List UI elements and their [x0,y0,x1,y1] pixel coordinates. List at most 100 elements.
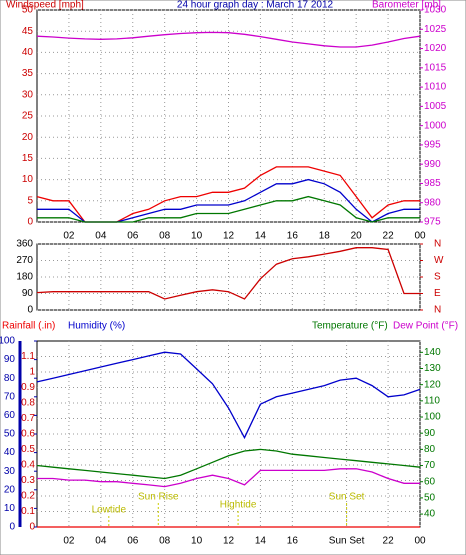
y2-tick-label: 120 [424,379,441,390]
y-tick-label: 10 [22,174,34,185]
y3-tick-label: 90 [4,354,16,365]
y2-tick-label: 80 [424,444,436,455]
y-tick-label: 5 [27,195,33,206]
y-tick-label: 0.5 [21,444,35,455]
x-tick-label: 08 [159,231,171,242]
y3-tick-label: 60 [4,410,16,421]
x-tick-label: 20 [351,231,363,242]
y-tick-label: 40 [22,47,34,58]
annotation: Hightide [220,500,257,511]
y-tick-label: 35 [22,68,34,79]
y-tick-label: 0.1 [21,506,35,517]
y2-tick-label: 50 [424,493,436,504]
y2-tick-label: 90 [424,428,436,439]
y2-tick-label: 110 [424,395,440,406]
y2-tick-label: N [434,305,441,316]
series-name: Dew Point (°F) [393,321,458,332]
y-tick-label: 15 [22,153,34,164]
y3-tick-label: 70 [4,391,16,402]
y-tick-label: 0 [27,305,33,316]
y2-tick-label: E [434,288,441,299]
y3-tick-label: 50 [4,429,16,440]
x-tick-label: 00 [414,231,426,242]
y3-tick-label: 20 [4,484,16,495]
y2-tick-label: 1010 [424,82,447,93]
series-line [36,448,421,480]
y2-tick-label: 130 [424,363,441,374]
y2-tick-label: 1000 [424,120,447,131]
y2-tick-label: 60 [424,476,436,487]
x-tick-label: 02 [63,231,75,242]
x-tick-label: 10 [191,536,203,547]
y3-tick-label: 100 [0,336,15,347]
x-tick-label: 00 [414,536,426,547]
y2-tick-label: 990 [424,159,441,170]
x-tick-label: 16 [287,536,299,547]
x-tick-label: 02 [63,536,75,547]
y2-tick-label: 1025 [424,24,447,35]
y3-tick-label: 80 [4,373,16,384]
x-tick-label: 12 [223,536,235,547]
y2-tick-label: 40 [424,509,436,520]
y-tick-label: 1 [29,367,35,378]
y-tick-label: 30 [22,89,34,100]
x-tick-label: 10 [191,231,203,242]
y-tick-label: 0.3 [21,475,35,486]
y3-tick-label: 0 [9,522,15,533]
y-tick-label: 50 [22,5,34,16]
x-tick-label: 04 [95,536,107,547]
y-tick-label: 45 [22,26,34,37]
y3-tick-label: 40 [4,447,16,458]
y2-tick-label: 1015 [424,62,447,73]
x-tick-label: 12 [223,231,235,242]
y2-tick-label: 100 [424,412,441,423]
y-tick-label: 20 [22,132,34,143]
annotation: Sun Rise [138,492,179,503]
x-tick-label: 06 [127,536,139,547]
y-tick-label: 180 [16,272,33,283]
y2-tick-label: N [434,239,441,250]
annotation: Sun Set [329,492,365,503]
x-tick-label: 18 [319,231,331,242]
y2-tick-label: 70 [424,460,436,471]
x-tick-label: Sun Set [329,536,365,547]
y-tick-label: 0.9 [21,382,35,393]
y-tick-label: 0.4 [21,460,35,471]
y2-tick-label: 1005 [424,101,447,112]
x-tick-label: 14 [255,231,267,242]
y2-axis-title: Barometer [mb] [372,0,441,11]
y2-tick-label: W [434,255,444,266]
y2-tick-label: 975 [424,217,441,228]
y2-tick-label: S [434,272,441,283]
series-line [36,31,421,48]
series-name: Temperature (°F) [312,321,388,332]
y-tick-label: 1.1 [21,351,35,362]
annotation: Lowtide [92,505,127,516]
series-line [36,351,421,440]
y-tick-label: 0.7 [21,413,35,424]
x-tick-label: 08 [159,536,171,547]
x-tick-label: 14 [255,536,267,547]
y-tick-label: 360 [16,239,33,250]
y-tick-label: 0 [27,217,33,228]
series-line [37,468,420,488]
y-tick-label: 270 [16,255,33,266]
y2-tick-label: 1020 [424,43,447,54]
y2-tick-label: 985 [424,178,441,189]
y-tick-label: 0.2 [21,491,35,502]
y2-tick-label: 980 [424,197,441,208]
x-tick-label: 22 [383,536,395,547]
y-axis-title: Windspeed [mph] [6,0,84,11]
series-name: Humidity (%) [68,321,125,332]
x-tick-label: 16 [287,231,299,242]
y-tick-label: 0.8 [21,398,35,409]
y2-tick-label: 995 [424,140,441,151]
x-tick-label: 04 [95,231,107,242]
y-tick-label: 0 [29,522,35,533]
y2-tick-label: 1030 [424,5,447,16]
y2-tick-label: 140 [424,347,441,358]
y-tick-label: 0.6 [21,429,35,440]
y-tick-label: 90 [22,288,34,299]
x-tick-label: 06 [127,231,139,242]
